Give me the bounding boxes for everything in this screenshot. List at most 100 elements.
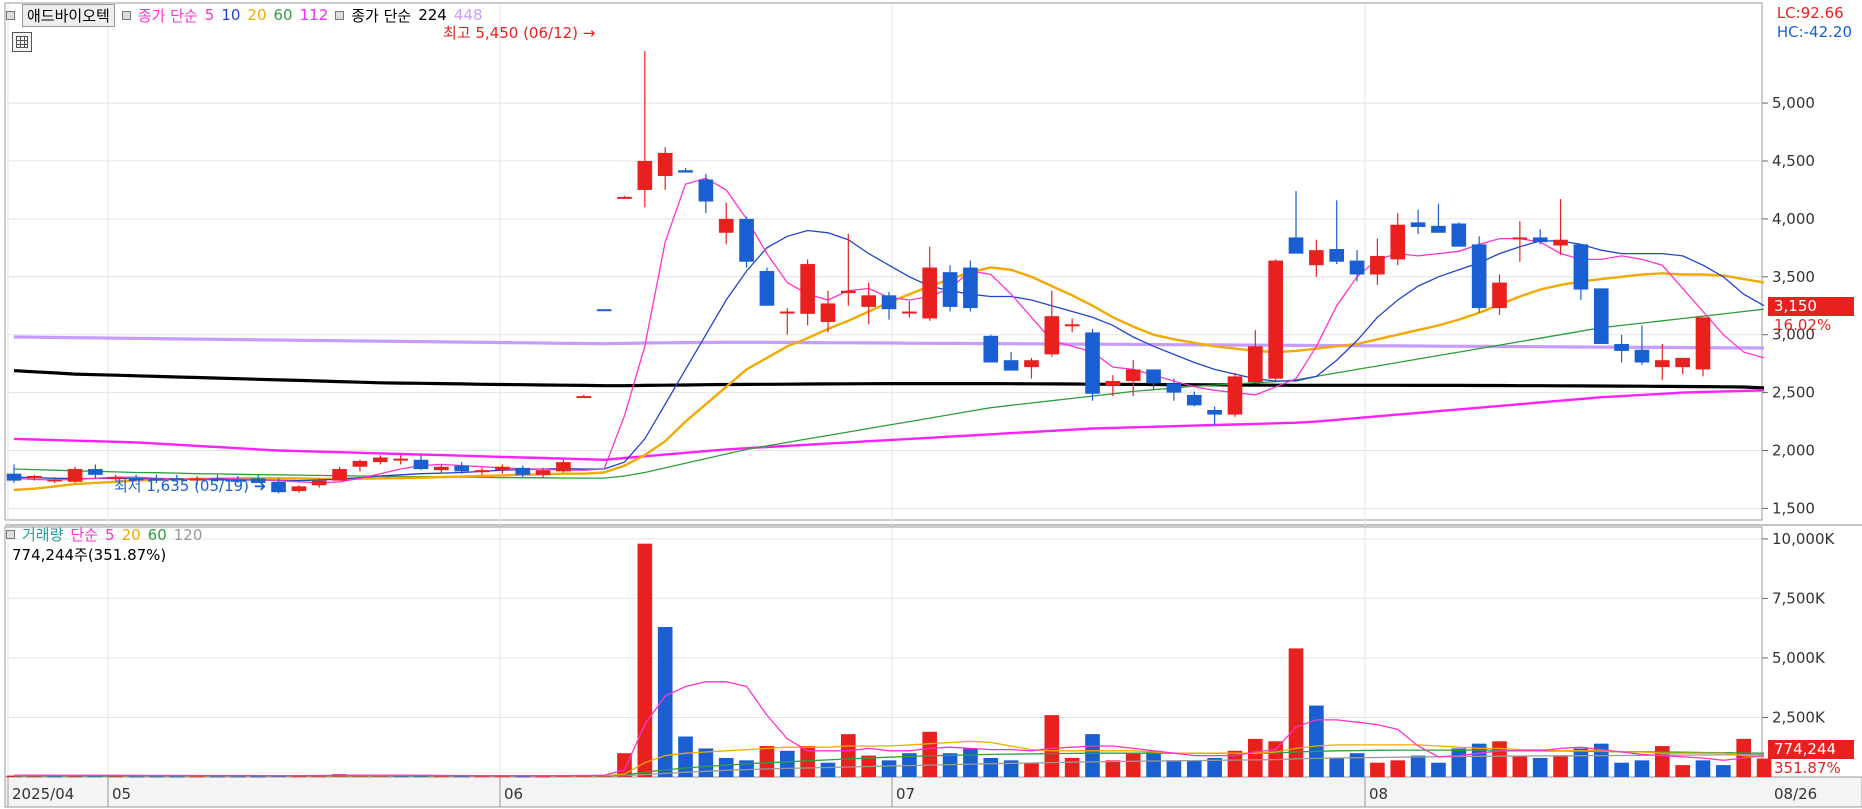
ma-settings-icon[interactable] xyxy=(121,10,131,20)
candle-down xyxy=(1532,237,1548,243)
ma112-label: 112 xyxy=(299,6,329,24)
date-tick-label: 08 xyxy=(1369,785,1388,803)
volume-bar xyxy=(963,748,978,777)
volume-bar xyxy=(1227,750,1243,777)
ma5-line xyxy=(13,177,1765,484)
volume-ma-title: 단순 xyxy=(70,526,99,544)
low-annotation: 최저 1,635 (05/19) ➜ xyxy=(114,475,266,496)
volume-bar xyxy=(1247,738,1263,777)
ma224-label: 224 xyxy=(418,6,447,24)
candle-down xyxy=(6,473,22,481)
price-pct: 16.02% xyxy=(1774,316,1832,334)
candle-up xyxy=(332,469,347,481)
candle-up xyxy=(1044,316,1060,355)
volume-bar xyxy=(1146,750,1161,777)
candle-down xyxy=(454,465,470,472)
ma2-settings-icon[interactable] xyxy=(335,10,345,20)
vma120-label: 120 xyxy=(173,525,203,544)
high-label: 최고 5,450 (06/12) xyxy=(443,24,579,42)
candle-up xyxy=(1105,381,1121,386)
candle-up xyxy=(1064,324,1080,327)
candle-down xyxy=(1614,343,1629,351)
volume-bar xyxy=(922,731,938,777)
volume-bar xyxy=(250,775,266,778)
volume-bar xyxy=(657,627,673,777)
volume-bar xyxy=(230,775,246,778)
volume-bar xyxy=(1125,753,1141,777)
volume-bar xyxy=(1309,705,1324,777)
candle-down xyxy=(698,179,714,202)
volume-bar xyxy=(1695,760,1711,777)
volume-bar xyxy=(1675,765,1690,777)
candle-down xyxy=(210,478,225,481)
candle-down xyxy=(413,459,429,470)
volume-bar xyxy=(1451,748,1467,777)
candle-up xyxy=(1268,260,1283,379)
ma60-label: 60 xyxy=(273,6,293,24)
volume-bar xyxy=(1614,762,1629,777)
ma2-title: 종가 단순 xyxy=(351,6,412,25)
candle-down xyxy=(1207,409,1222,415)
candle-up xyxy=(861,295,877,307)
candle-up xyxy=(617,196,632,199)
volume-tick-label: 7,500K xyxy=(1772,589,1826,607)
volume-bar xyxy=(189,775,205,778)
candle-up xyxy=(1675,357,1690,368)
right-arrow-icon: → xyxy=(582,24,596,42)
volume-bar xyxy=(1085,734,1100,777)
low-label: 최저 1,635 (05/19) xyxy=(114,477,250,495)
settings-square-icon[interactable] xyxy=(6,10,15,20)
stock-name[interactable]: 애드바이오텍 xyxy=(22,3,115,27)
volume-bar xyxy=(698,748,714,777)
volume-settings-icon[interactable] xyxy=(6,530,15,539)
candle-up xyxy=(657,152,673,177)
price-frame xyxy=(4,2,1763,521)
volume-bar xyxy=(535,775,551,778)
price-tick-label: 2,000 xyxy=(1772,442,1815,460)
date-tick-label: 2025/04 xyxy=(12,785,74,803)
candle-up xyxy=(1227,376,1243,415)
candle-down xyxy=(1288,237,1304,254)
volume-bar xyxy=(210,775,225,778)
lc-label: LC:92.66 xyxy=(1776,4,1844,22)
candle-up xyxy=(434,466,449,471)
candle-up xyxy=(779,311,795,314)
volume-bar xyxy=(1288,648,1304,777)
grid-icon[interactable] xyxy=(12,32,32,52)
candle-up xyxy=(189,478,205,481)
candle-up xyxy=(800,264,815,314)
volume-pct: 351.87% xyxy=(1774,759,1841,777)
volume-bar xyxy=(1532,757,1548,777)
candle-down xyxy=(169,478,185,481)
volume-bar xyxy=(800,746,815,777)
candle-up xyxy=(535,470,551,475)
volume-bar xyxy=(47,775,63,778)
date-tick-label: 05 xyxy=(112,785,131,803)
hc-label: HC:-42.20 xyxy=(1776,23,1852,41)
candle-down xyxy=(1329,248,1345,262)
candle-down xyxy=(1186,394,1202,406)
volume-bar xyxy=(1064,757,1080,777)
candle-up xyxy=(311,480,327,486)
volume-tick-label: 5,000K xyxy=(1772,649,1826,667)
price-tick-label: 3,500 xyxy=(1772,268,1815,286)
candle-down xyxy=(1085,332,1100,394)
volume-bar xyxy=(637,543,653,777)
ma448-label: 448 xyxy=(453,6,483,24)
candle-up xyxy=(718,218,734,233)
volume-bar xyxy=(1105,760,1121,777)
price-legend: 애드바이오텍 종가 단순 5 10 20 60 112 종가 단순 224 44… xyxy=(6,3,490,27)
candle-up xyxy=(1125,369,1141,382)
price-panel: 1,500 2,000 2,500 3,000 3,500 4,000 4,500 5,000 xyxy=(4,2,1862,777)
candle-down xyxy=(739,218,754,262)
candle-down xyxy=(271,481,286,493)
volume-bar xyxy=(1512,755,1528,777)
candle-down xyxy=(1573,244,1589,290)
ma224-line xyxy=(13,369,1765,390)
candle-down xyxy=(250,478,266,483)
candle-up xyxy=(637,160,653,190)
volume-bar xyxy=(1166,760,1182,777)
candle-up xyxy=(1370,255,1385,275)
candle-down xyxy=(1146,369,1161,384)
